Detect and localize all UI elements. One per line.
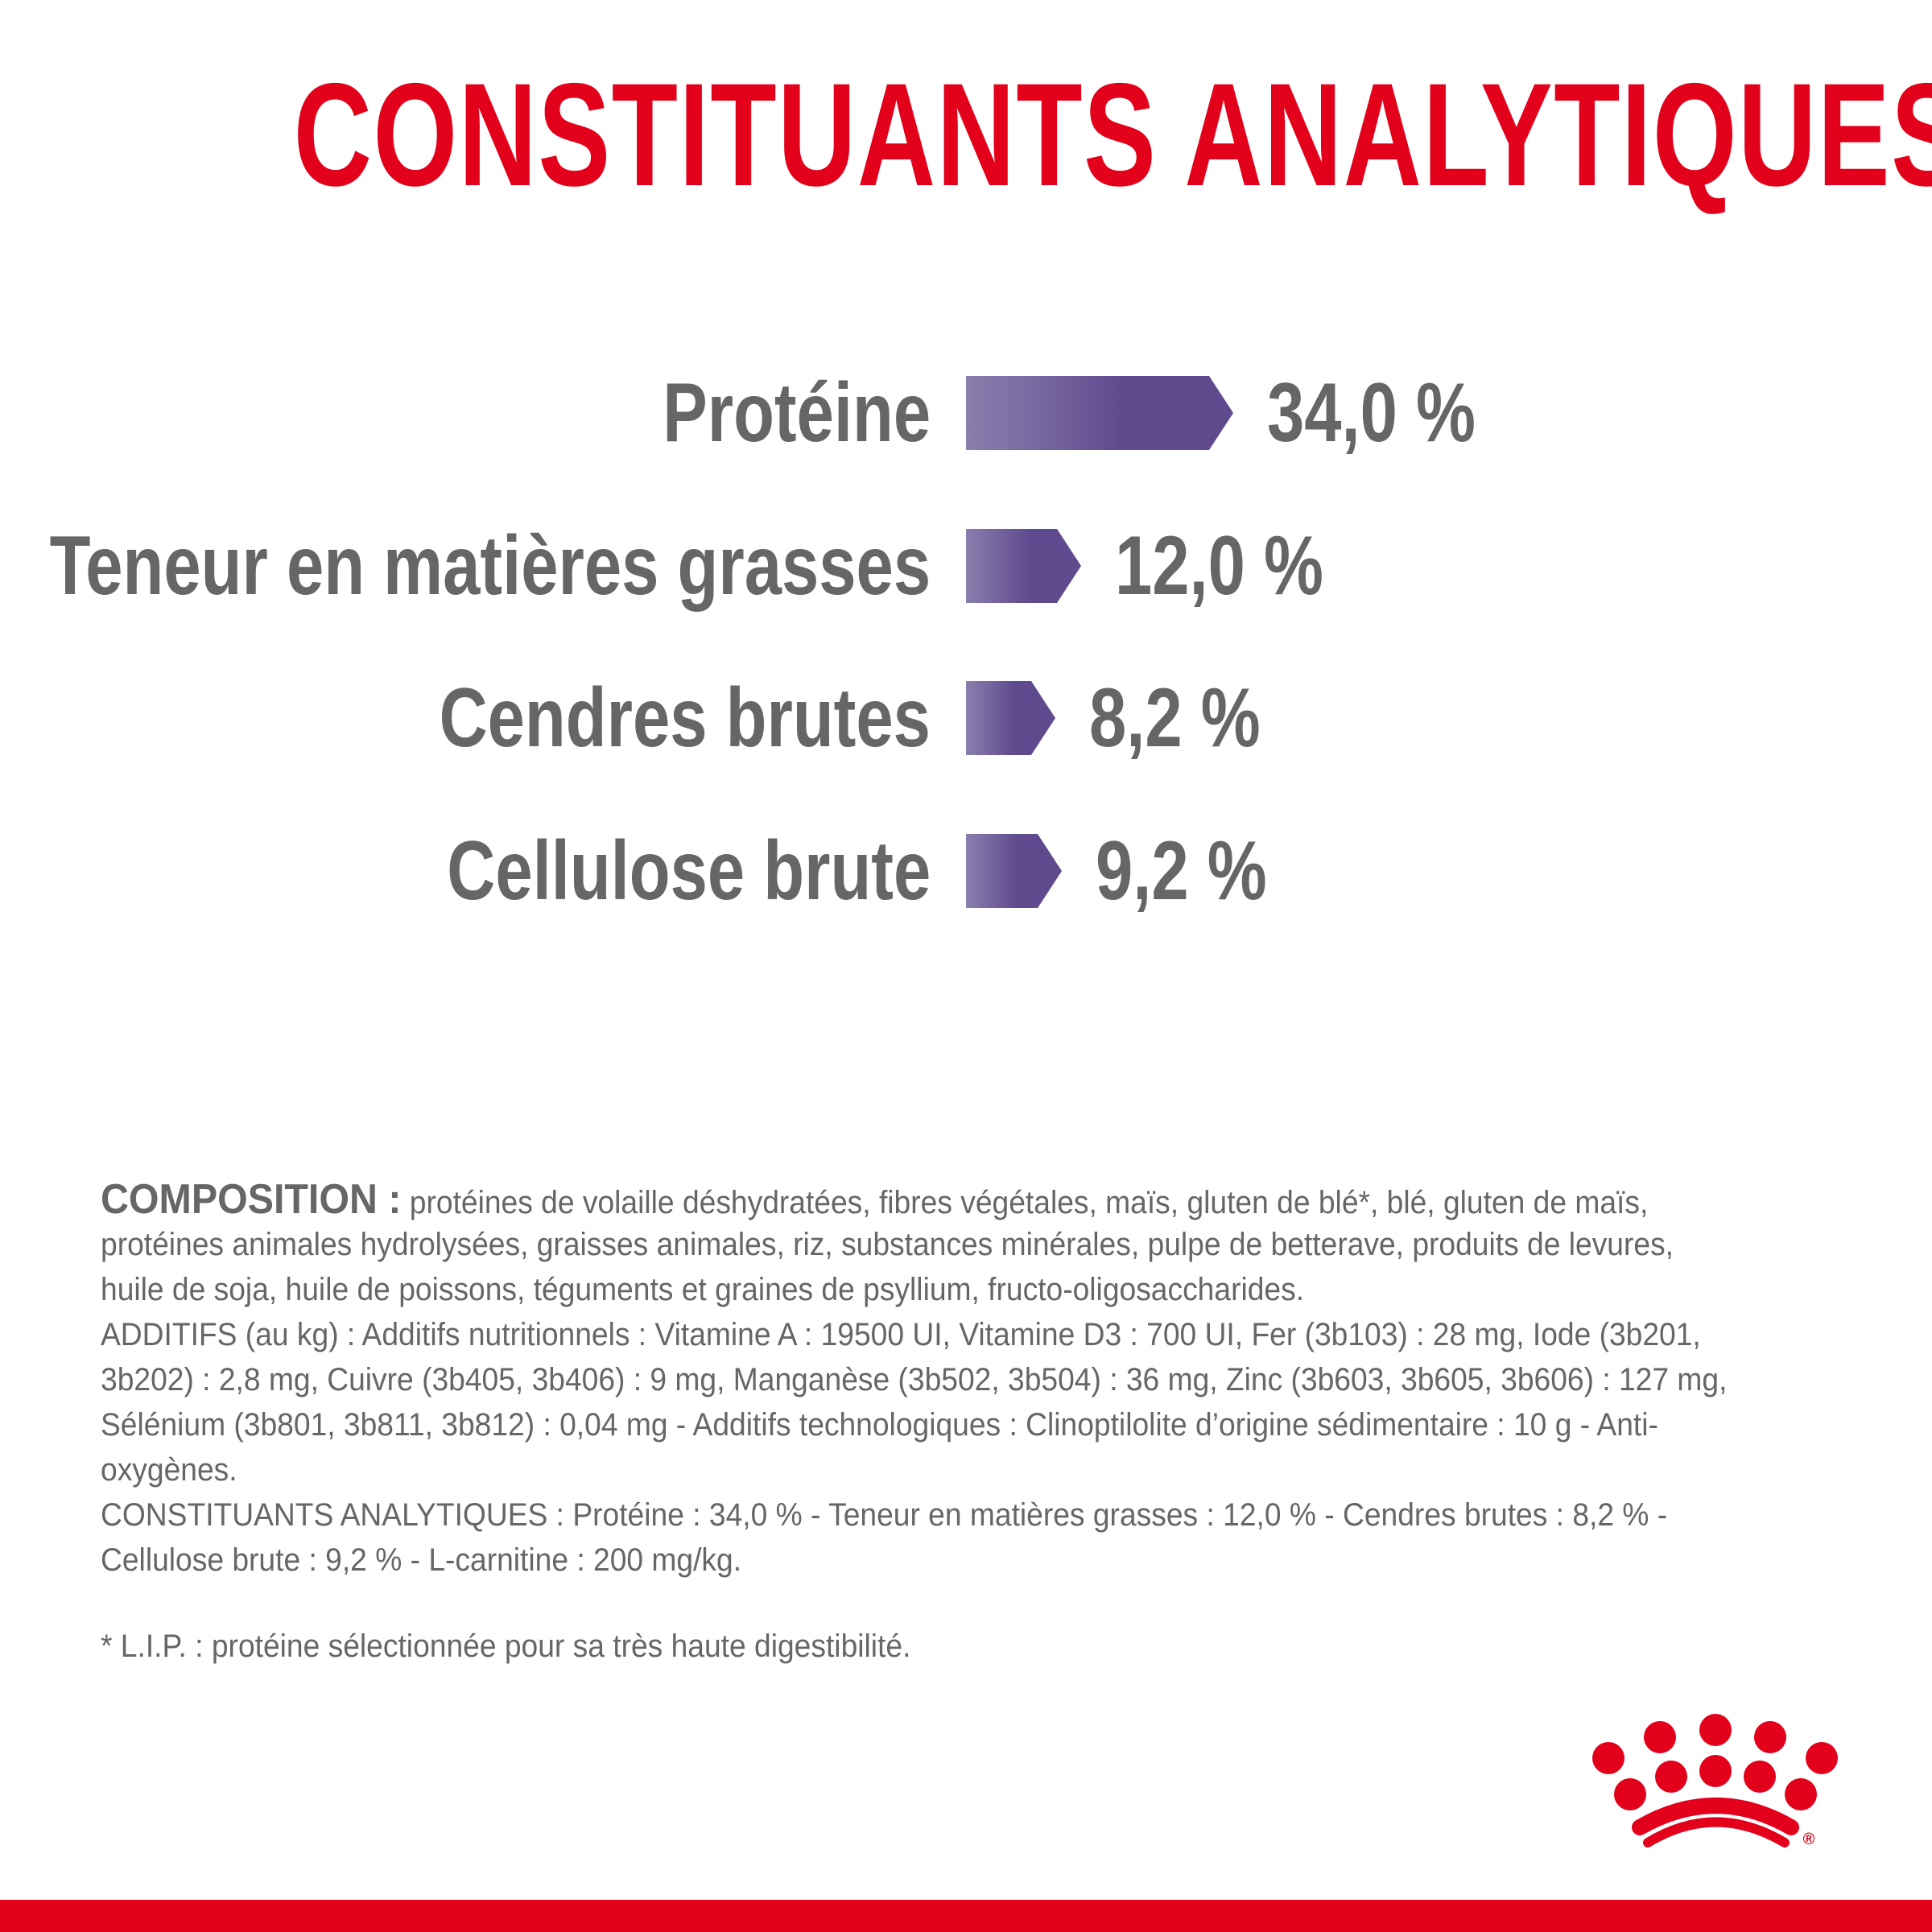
composition-line: protéines animales hydrolysées, graisses… — [101, 1227, 1674, 1262]
row-value: 12,0 % — [1115, 519, 1324, 613]
row-label: Cendres brutes — [439, 671, 931, 765]
registered-mark: ® — [1803, 1831, 1815, 1848]
row-protein: Protéine 34,0 % — [0, 366, 1932, 460]
bar-fat — [966, 529, 1081, 603]
additives-line: 3b202) : 2,8 mg, Cuivre (3b405, 3b406) :… — [101, 1362, 1728, 1397]
footer-band — [0, 1900, 1932, 1932]
bar-ash — [966, 681, 1055, 755]
constituents-line: Cellulose brute : 9,2 % - L-carnitine : … — [101, 1542, 742, 1578]
bar-protein — [966, 376, 1233, 450]
page-title: CONSTITUANTS ANALYTIQUES — [0, 50, 1932, 219]
bar-shape — [966, 681, 1055, 755]
composition-text: COMPOSITION : protéines de volaille désh… — [101, 1177, 1849, 1583]
additives-line: Sélénium (3b801, 3b811, 3b812) : 0,04 mg… — [101, 1407, 1658, 1443]
additives-line: oxygènes. — [101, 1452, 237, 1488]
row-value: 9,2 % — [1096, 824, 1267, 918]
bar-shape — [966, 834, 1062, 908]
bar-fibre — [966, 834, 1062, 908]
additives-line: ADDITIFS (au kg) : Additifs nutritionnel… — [101, 1317, 1701, 1352]
composition-line: COMPOSITION : protéines de volaille désh… — [101, 1177, 1727, 1222]
row-fat: Teneur en matières grasses 12,0 % — [0, 519, 1932, 613]
royal-canin-crown-logo-icon: ® — [1592, 1714, 1838, 1848]
row-value: 34,0 % — [1267, 366, 1476, 460]
title-text: CONSTITUANTS ANALYTIQUES — [293, 52, 1932, 217]
row-label: Protéine — [663, 366, 931, 460]
row-label: Cellulose brute — [446, 824, 931, 918]
constituents-line: CONSTITUANTS ANALYTIQUES : Protéine : 34… — [101, 1497, 1668, 1533]
row-fibre: Cellulose brute 9,2 % — [0, 824, 1932, 918]
bar-shape — [966, 529, 1081, 603]
composition-line-text: protéines de volaille déshydratées, fibr… — [409, 1185, 1649, 1220]
bar-shape — [966, 376, 1233, 450]
footnote: * L.I.P. : protéine sélectionnée pour sa… — [101, 1629, 911, 1664]
composition-line: huile de soja, huile de poissons, tégume… — [101, 1272, 1305, 1307]
row-value: 8,2 % — [1089, 671, 1261, 765]
row-label: Teneur en matières grasses — [49, 519, 931, 613]
row-ash: Cendres brutes 8,2 % — [0, 671, 1932, 765]
composition-heading: COMPOSITION : — [101, 1176, 402, 1223]
